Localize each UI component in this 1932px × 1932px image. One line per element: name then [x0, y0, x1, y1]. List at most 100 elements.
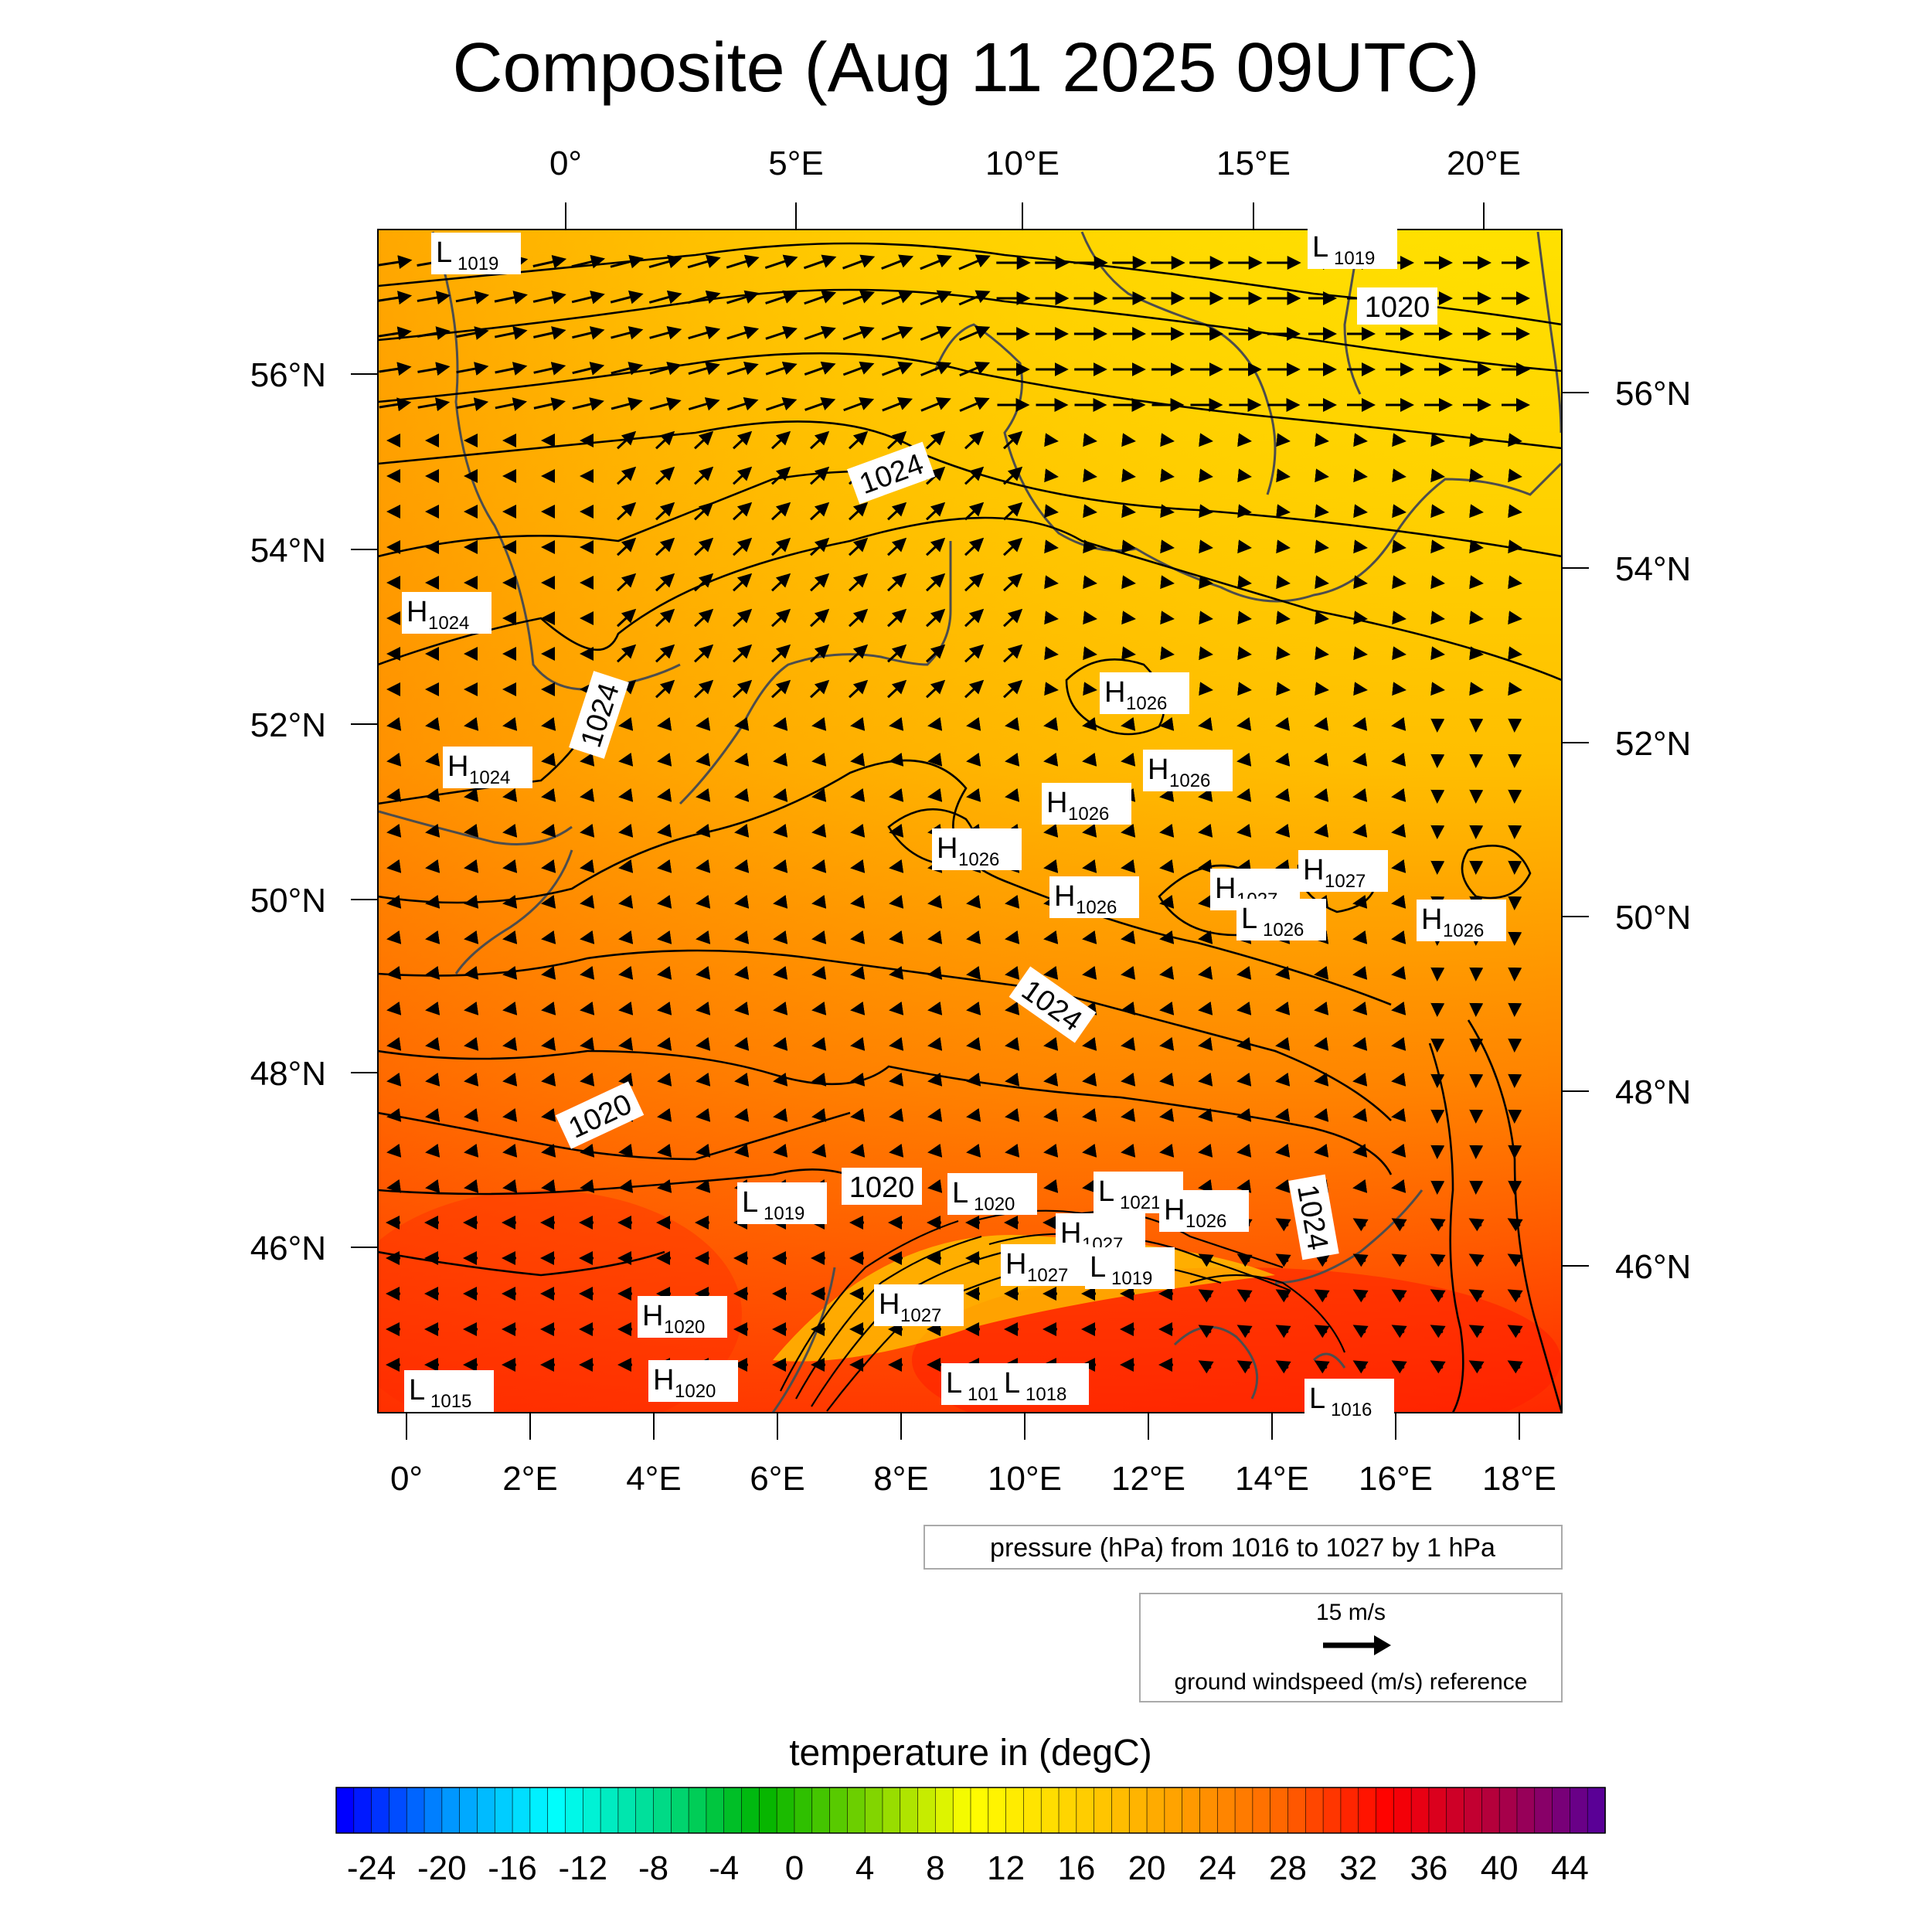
wind-arrow: [887, 502, 907, 521]
wind-arrow: [1391, 787, 1406, 802]
wind-arrow: [889, 716, 904, 731]
wind-arrow: [657, 1001, 672, 1015]
wind-arrow: [617, 502, 637, 521]
wind-arrow: [657, 716, 672, 731]
colorbar-tick-label: -20: [417, 1849, 467, 1887]
wind-arrow: [733, 430, 753, 450]
wind-arrow: [386, 965, 402, 980]
wind-arrow: [580, 894, 595, 909]
wind-arrow: [842, 325, 875, 341]
wind-arrow: [696, 1036, 711, 1051]
wind-arrow: [425, 1036, 440, 1051]
pressure-center-value: 1026: [1126, 693, 1167, 714]
colorbar-cell: [635, 1787, 655, 1834]
wind-arrow: [1005, 1072, 1020, 1087]
colorbar-cell: [900, 1787, 919, 1834]
wind-arrow: [580, 1143, 595, 1158]
wind-arrow: [1314, 1072, 1329, 1087]
wind-arrow: [379, 362, 412, 376]
wind-arrow: [1314, 1143, 1329, 1158]
wind-arrow: [696, 930, 711, 944]
pressure-center-type: H: [406, 596, 427, 628]
wind-arrow: [964, 608, 985, 628]
wind-arrow: [425, 894, 440, 909]
wind-arrow: [811, 930, 827, 944]
wind-arrow: [927, 787, 943, 802]
wind-arrow: [1160, 504, 1175, 519]
wind-arrow: [1275, 1001, 1291, 1015]
wind-arrow: [1507, 1253, 1523, 1267]
pressure-center-value: 1024: [469, 767, 510, 788]
wind-arrow: [926, 679, 946, 699]
pressure-center-type: H: [1054, 880, 1075, 913]
wind-arrow: [1391, 1001, 1406, 1015]
colorbar-cell: [917, 1787, 937, 1834]
pressure-center-type: H: [1303, 854, 1324, 886]
wind-arrow: [655, 608, 675, 628]
wind-arrow: [881, 325, 913, 341]
pressure-center-value: 1026: [1263, 920, 1304, 940]
wind-arrow: [966, 894, 981, 909]
isobar-label: 1020: [849, 1172, 915, 1204]
pressure-center-label: H 1020: [638, 1296, 727, 1338]
wind-arrow: [887, 644, 907, 663]
wind-arrow: [657, 1036, 672, 1051]
right-lat-label: 52°N: [1615, 725, 1691, 763]
wind-arrow: [572, 397, 604, 411]
top-lon-label: 15°E: [1216, 145, 1291, 182]
wind-arrow: [889, 1107, 904, 1122]
colorbar-cell: [1005, 1787, 1025, 1834]
pressure-center-type: L: [946, 1367, 962, 1400]
wind-arrow: [850, 1001, 866, 1015]
pressure-center-label: L 1019: [737, 1182, 827, 1224]
wind-arrow: [495, 397, 528, 411]
wind-arrow: [804, 290, 837, 305]
wind-arrow: [532, 291, 566, 304]
wind-arrow: [926, 644, 946, 663]
wind-arrow: [464, 1143, 479, 1158]
wind-arrow: [696, 716, 711, 731]
wind-arrow: [1314, 1036, 1329, 1051]
wind-arrow: [771, 537, 791, 556]
pressure-center-type: H: [653, 1364, 674, 1396]
pressure-center-label: H 1026: [1100, 672, 1189, 714]
wind-arrow: [927, 752, 943, 767]
colorbar-cell: [1199, 1787, 1219, 1834]
colorbar-cell: [1040, 1787, 1060, 1834]
wind-arrow: [1198, 716, 1213, 731]
colorbar-tick-label: 44: [1551, 1849, 1589, 1887]
wind-arrow: [889, 1036, 904, 1051]
colorbar-cell: [1164, 1787, 1183, 1834]
wind-arrow: [773, 1072, 788, 1087]
wind-arrow: [850, 1143, 866, 1158]
wind-arrow: [657, 752, 672, 767]
axis-labels: 0° 5°E 10°E 15°E 20°E 0° 2°E 4°E 6°E 8°E…: [250, 145, 1692, 1498]
left-lat-label: 46°N: [250, 1230, 326, 1267]
wind-arrow: [1198, 787, 1213, 802]
wind-arrow: [1507, 1360, 1523, 1374]
pressure-center-value: 1015: [430, 1391, 471, 1412]
wind-arrow: [1275, 1107, 1291, 1122]
colorbar-cell: [882, 1787, 901, 1834]
wind-arrow: [773, 930, 788, 944]
wind-arrow: [734, 787, 750, 802]
wind-arrow: [1043, 716, 1059, 731]
wind-arrow: [1352, 965, 1368, 980]
colorbar-cell: [1498, 1787, 1518, 1834]
wind-arrow: [1005, 716, 1020, 731]
wind-arrow: [927, 1001, 943, 1015]
wind-arrow: [1236, 823, 1252, 838]
wind-arrow: [887, 537, 907, 556]
wind-arrow: [425, 965, 440, 980]
wind-arrow: [966, 1036, 981, 1051]
wind-arrow: [1083, 611, 1097, 625]
wind-arrow: [425, 823, 440, 838]
wind-arrow: [1043, 1107, 1059, 1122]
wind-arrow: [927, 1072, 943, 1087]
colorbar-cell: [723, 1787, 743, 1834]
wind-arrow: [726, 361, 759, 376]
wind-arrow: [425, 1179, 440, 1193]
wind-arrow: [386, 823, 402, 838]
wind-arrow: [1315, 611, 1329, 625]
colorbar-cell: [1305, 1787, 1324, 1834]
